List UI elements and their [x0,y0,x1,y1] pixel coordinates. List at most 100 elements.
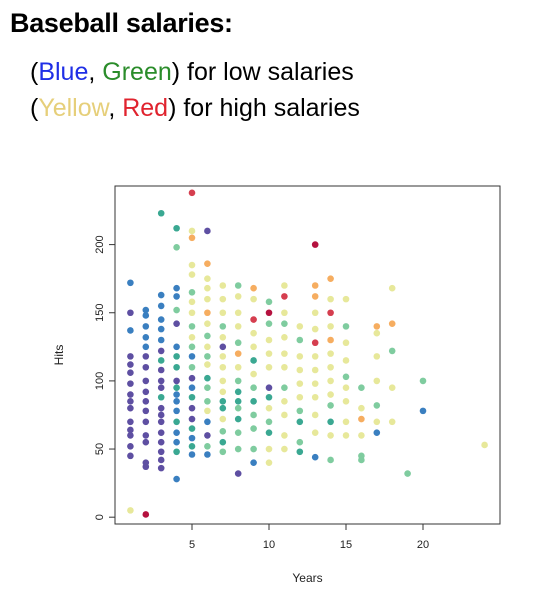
data-points [127,190,488,518]
data-point [235,470,242,477]
data-point [173,353,180,360]
data-point [235,446,242,453]
data-point [235,405,242,412]
data-point [312,282,319,289]
data-point [312,454,319,461]
data-point [235,323,242,330]
data-point [173,344,180,351]
data-point [204,443,211,450]
y-axis: 0 50 100 150 200 [94,235,115,520]
y-tick-label: 50 [94,443,106,455]
data-point [189,271,196,278]
data-point [173,391,180,398]
data-point [204,375,211,382]
data-point [173,384,180,391]
data-point [297,337,304,344]
data-point [358,416,365,423]
data-point [204,344,211,351]
data-point [235,388,242,395]
data-point [312,353,319,360]
data-point [158,348,165,355]
data-point [173,293,180,300]
data-point [204,353,211,360]
data-point [250,384,257,391]
data-point [143,312,150,319]
data-point [358,457,365,464]
data-point [250,357,257,364]
data-point [127,369,134,376]
legend-word-yellow: Yellow [38,94,108,122]
data-point [173,418,180,425]
legend-line-high-salaries: (Yellow, Red) for high salaries [30,94,360,123]
legend-word-red: Red [122,94,168,122]
data-point [189,234,196,241]
data-point [281,320,288,327]
data-point [220,388,227,395]
data-point [143,398,150,405]
data-point [404,470,411,477]
data-point [127,353,134,360]
data-point [127,432,134,439]
data-point [297,380,304,387]
data-point [189,375,196,382]
data-point [266,337,273,344]
data-point [189,228,196,235]
data-point [327,402,334,409]
data-point [127,405,134,412]
data-point [220,296,227,303]
data-point [158,448,165,455]
data-point [143,418,150,425]
data-point [220,334,227,341]
data-point [204,408,211,415]
data-point [143,323,150,330]
data-point [204,384,211,391]
y-tick-label: 0 [94,514,106,520]
data-point [143,334,150,341]
data-point [220,405,227,412]
data-point [250,425,257,432]
data-point [281,432,288,439]
data-point [127,279,134,286]
data-point [297,448,304,455]
data-point [189,394,196,401]
data-point [189,384,196,391]
data-point [189,451,196,458]
data-point [250,330,257,337]
data-point [235,364,242,371]
data-point [173,429,180,436]
data-point [281,412,288,419]
data-point [327,391,334,398]
data-point [204,361,211,368]
data-point [220,378,227,385]
y-tick-label: 100 [94,372,106,390]
data-point [235,293,242,300]
data-point [143,364,150,371]
data-point [281,282,288,289]
data-point [250,316,257,323]
data-point [127,443,134,450]
data-point [127,361,134,368]
data-point [312,367,319,374]
data-point [327,364,334,371]
data-point [281,334,288,341]
data-point [173,378,180,385]
data-point [266,405,273,412]
data-point [389,418,396,425]
data-point [312,429,319,436]
data-point [127,309,134,316]
data-point [204,228,211,235]
data-point [158,465,165,472]
data-point [189,344,196,351]
data-point [158,210,165,217]
data-point [358,432,365,439]
data-point [343,384,350,391]
data-point [204,296,211,303]
scatter-plot: 0 50 100 150 200 5 10 15 20 Years Hits [0,170,550,610]
data-point [204,333,211,340]
data-point [204,451,211,458]
data-point [312,241,319,248]
data-point [127,507,134,514]
data-point [173,398,180,405]
legend-word-green: Green [102,58,171,86]
data-point [327,457,334,464]
